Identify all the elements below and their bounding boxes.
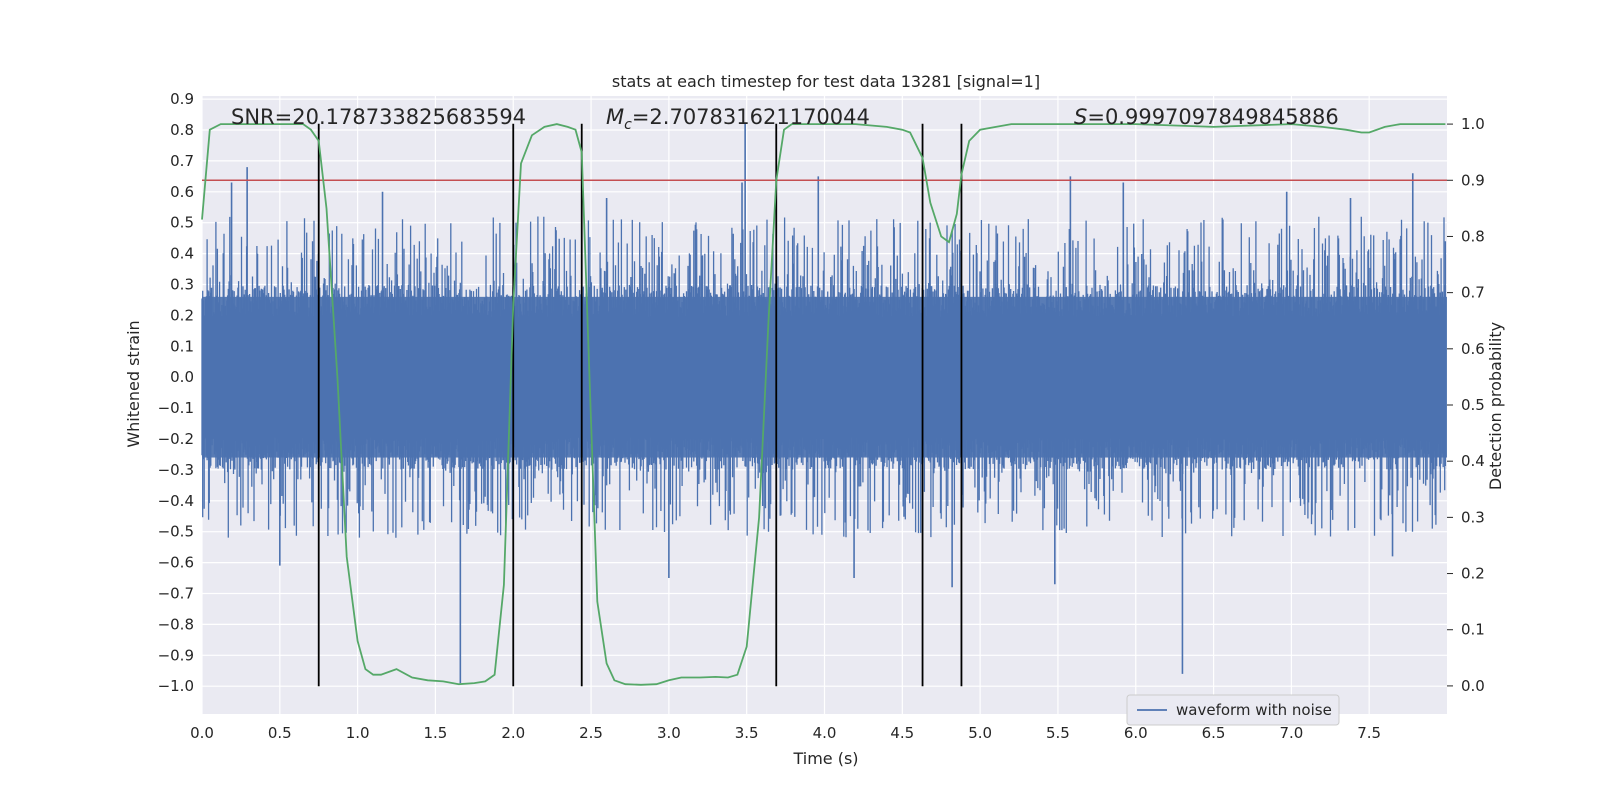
y-tick-label: −0.7	[158, 584, 194, 602]
x-tick-label: 2.0	[501, 724, 525, 742]
y-tick-label: 0.3	[170, 275, 194, 293]
y2-tick-label: 0.9	[1461, 171, 1485, 189]
y-tick-label: 0.8	[170, 121, 194, 139]
legend-box	[1126, 694, 1340, 726]
y-tick-label: 0.5	[170, 214, 194, 232]
waveform-series	[201, 123, 1447, 684]
snr-annotation: SNR=20.178733825683594	[231, 105, 526, 129]
chart-title: stats at each timestep for test data 132…	[612, 72, 1040, 91]
x-tick-label: 5.5	[1046, 724, 1070, 742]
segment-markers	[317, 123, 963, 687]
y-tick-label: 0.9	[170, 90, 194, 108]
y2-tick-label: 0.2	[1461, 565, 1485, 583]
y2-tick-label: 0.0	[1461, 677, 1485, 695]
y-tick-label: 0.4	[170, 245, 194, 263]
y2-tick-label: 0.5	[1461, 396, 1485, 414]
y2-tick-label: 1.0	[1461, 115, 1485, 133]
y-tick-label: −0.8	[158, 615, 194, 633]
s-symbol: S	[1074, 105, 1087, 129]
y-tick-label: 0.6	[170, 183, 194, 201]
y-tick-label: −0.6	[158, 554, 194, 572]
x-tick-label: 3.0	[657, 724, 681, 742]
y2-tick-label: 0.6	[1461, 340, 1485, 358]
x-axis-label: Time (s)	[792, 749, 858, 768]
stat-annotation: S=0.9997097849845886	[1074, 105, 1339, 129]
s-value: =0.9997097849845886	[1087, 105, 1338, 129]
y-tick-label: −1.0	[158, 677, 194, 695]
x-tick-label: 7.0	[1279, 724, 1303, 742]
y-tick-label: −0.5	[158, 523, 194, 541]
x-tick-label: 4.5	[890, 724, 914, 742]
y2-tick-label: 0.7	[1461, 284, 1485, 302]
probability-line	[201, 123, 1446, 686]
y-tick-label: −0.9	[158, 646, 194, 664]
y-tick-label: −0.4	[158, 492, 194, 510]
x-tick-label: 6.5	[1202, 724, 1226, 742]
x-axis-ticks: 0.0 0.5 1.0 1.5 2.0 2.5 3.0 3.5 4.0 4.5 5.0 5.5 6.0 6…	[190, 724, 1381, 742]
y2-axis-ticks: 1.0 0.9 0.8 0.7 0.6 0.5 0.4 0.3 0.2 0.1 0.0	[1447, 115, 1485, 695]
x-tick-label: 0.0	[190, 724, 214, 742]
y-tick-label: −0.2	[158, 430, 194, 448]
mc-subscript: c	[624, 117, 632, 133]
y-tick-label: −0.3	[158, 461, 194, 479]
chirp-mass-annotation: Mc=2.707831621170044	[606, 105, 870, 133]
x-tick-label: 2.5	[579, 724, 603, 742]
x-tick-label: 1.5	[424, 724, 448, 742]
y2-tick-label: 0.3	[1461, 508, 1485, 526]
x-tick-label: 4.0	[813, 724, 837, 742]
waveform-core-band	[202, 296, 1447, 458]
y2-axis-label: Detection probability	[1486, 322, 1505, 490]
y-tick-label: 0.7	[170, 152, 194, 170]
y2-tick-label: 0.8	[1461, 227, 1485, 245]
legend: waveform with noise	[1126, 694, 1340, 726]
x-tick-label: 6.0	[1124, 724, 1148, 742]
y-tick-label: −0.1	[158, 399, 194, 417]
y-tick-label: 0.0	[170, 368, 194, 386]
y2-tick-label: 0.1	[1461, 621, 1485, 639]
x-tick-label: 5.0	[968, 724, 992, 742]
x-tick-label: 3.5	[735, 724, 759, 742]
y-tick-label: 0.2	[170, 306, 194, 324]
x-tick-label: 0.5	[268, 724, 292, 742]
legend-label: waveform with noise	[1176, 701, 1332, 719]
y-axis-ticks: 0.9 0.8 0.7 0.6 0.5 0.4 0.3 0.2 0.1 0.0 −0.1 −0.2 −0…	[158, 90, 194, 695]
x-tick-label: 7.5	[1357, 724, 1381, 742]
mc-symbol: M	[606, 105, 624, 129]
y-axis-label: Whitened strain	[124, 320, 143, 447]
mc-value: =2.707831621170044	[632, 105, 870, 129]
y-tick-label: 0.1	[170, 337, 194, 355]
x-tick-label: 1.0	[346, 724, 370, 742]
y2-tick-label: 0.4	[1461, 452, 1485, 470]
